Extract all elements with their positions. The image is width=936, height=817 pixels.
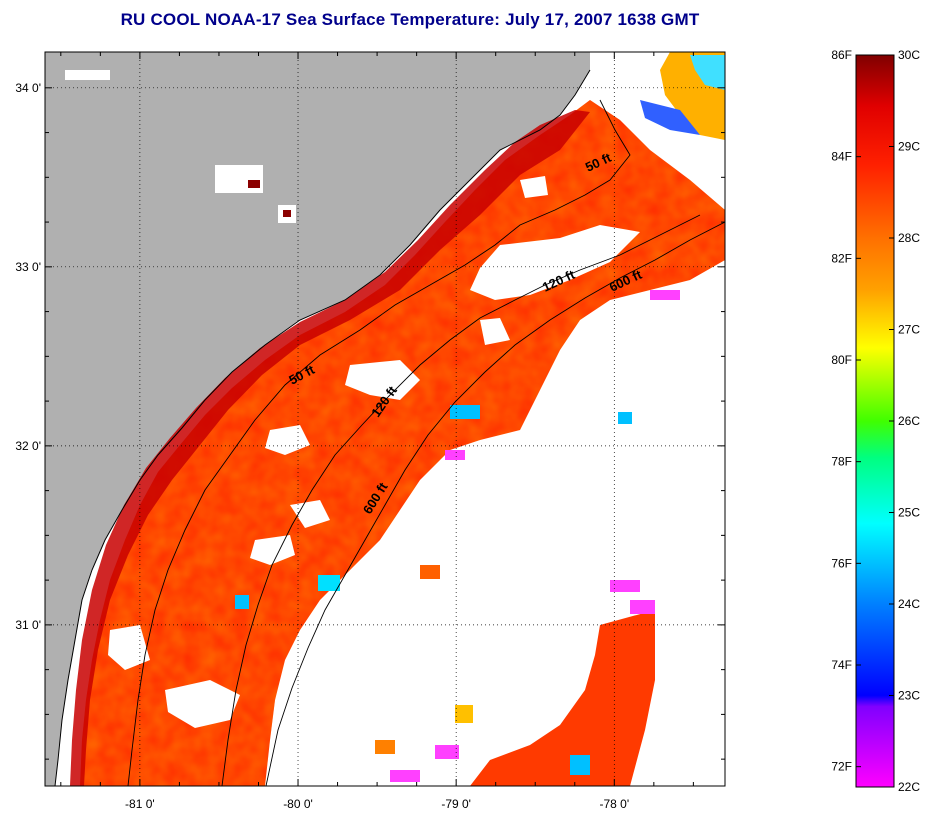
- lon-tick-label: -80 0': [283, 797, 313, 811]
- lon-tick-label: -78 0': [599, 797, 629, 811]
- lat-tick-label: 31 0': [15, 618, 41, 632]
- colorbar-c-label: 28C: [898, 231, 920, 245]
- colorbar-f-label: 78F: [831, 455, 852, 469]
- inland-fragments: [65, 70, 296, 223]
- edge-fragments: [235, 290, 680, 782]
- colorbar-gradient: [855, 54, 895, 788]
- colorbar-f-label: 82F: [831, 251, 852, 265]
- colorbar-c-label: 23C: [898, 689, 920, 703]
- map-grid: [45, 52, 725, 786]
- northeast-cyan-patch: [690, 55, 725, 90]
- cloud-patches: [108, 176, 640, 728]
- colorbar-c-label: 29C: [898, 140, 920, 154]
- map-frame: [44, 51, 726, 787]
- colorbar-f-label: 72F: [831, 760, 852, 774]
- colorbar: 30C 29C 28C 27C 26C 25C 24C 23C 22C 86F 84F 82F 80F 7…: [831, 48, 920, 794]
- lat-tick-label: 33 0': [15, 260, 41, 274]
- colorbar-f-label: 76F: [831, 556, 852, 570]
- lat-tick-label: 32 0': [15, 439, 41, 453]
- map-axes: -81 0' -80 0' -79 0' -78 0' 34 0' 33 0' 32 0' 3…: [15, 52, 725, 811]
- isobath-600ft: [265, 221, 725, 786]
- sst-map: 50 ft 50 ft 120 ft 120 ft 600 ft 600 ft …: [15, 51, 726, 811]
- northeast-blue-patch: [640, 100, 700, 135]
- colorbar-c-label: 25C: [898, 506, 920, 520]
- colorbar-c-label: 22C: [898, 780, 920, 794]
- coastline: [54, 69, 591, 786]
- colorbar-c-label: 24C: [898, 597, 920, 611]
- colorbar-c-label: 26C: [898, 414, 920, 428]
- land-area: [45, 52, 590, 786]
- nearshore-hot-band: [70, 110, 590, 786]
- isobath-50ft: [127, 99, 631, 786]
- page-title: RU COOL NOAA-17 Sea Surface Temperature:…: [120, 10, 700, 29]
- lon-tick-label: -79 0': [441, 797, 471, 811]
- southeast-warm-patch: [470, 610, 655, 786]
- colorbar-c-label: 27C: [898, 323, 920, 337]
- lon-tick-label: -81 0': [125, 797, 155, 811]
- isobath-120ft: [221, 214, 701, 786]
- colorbar-f-label: 84F: [831, 150, 852, 164]
- colorbar-f-label: 80F: [831, 353, 852, 367]
- lat-tick-label: 34 0': [15, 81, 41, 95]
- colorbar-labels: 30C 29C 28C 27C 26C 25C 24C 23C 22C 86F 84F 82F 80F 7…: [831, 48, 920, 794]
- colorbar-f-label: 74F: [831, 658, 852, 672]
- colorbar-f-label: 86F: [831, 48, 852, 62]
- colorbar-c-label: 30C: [898, 48, 920, 62]
